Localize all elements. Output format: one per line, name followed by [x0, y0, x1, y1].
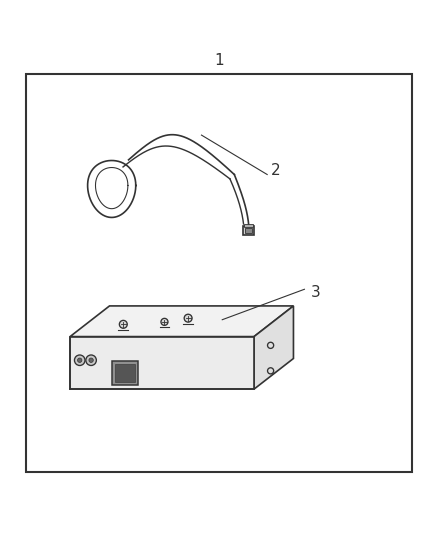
Circle shape: [86, 355, 96, 366]
Bar: [245, 228, 252, 233]
Circle shape: [119, 320, 127, 328]
Polygon shape: [70, 306, 293, 336]
Circle shape: [184, 314, 192, 322]
Circle shape: [89, 358, 93, 362]
Text: 1: 1: [214, 53, 224, 68]
FancyBboxPatch shape: [243, 226, 254, 236]
Circle shape: [74, 355, 85, 366]
Text: 2: 2: [271, 163, 281, 177]
Bar: [244, 224, 253, 227]
Polygon shape: [254, 306, 293, 389]
Polygon shape: [70, 336, 254, 389]
Bar: [26, 74, 412, 472]
Circle shape: [78, 358, 82, 362]
Bar: [112, 361, 138, 385]
Bar: [115, 364, 135, 382]
Text: 3: 3: [311, 285, 320, 300]
Circle shape: [161, 318, 168, 325]
